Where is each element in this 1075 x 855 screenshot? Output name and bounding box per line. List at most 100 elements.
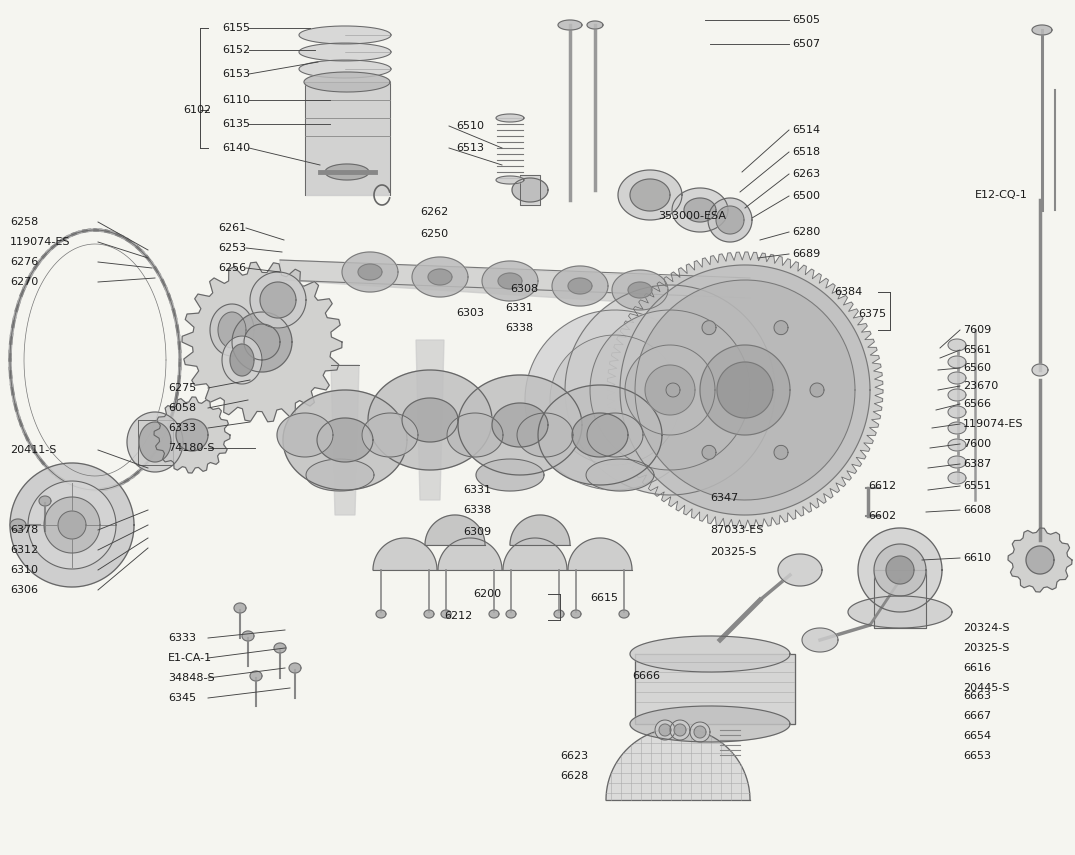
Polygon shape	[590, 310, 750, 470]
Polygon shape	[412, 257, 468, 297]
Text: 6375: 6375	[858, 309, 886, 319]
Text: 20411-S: 20411-S	[10, 445, 56, 455]
Text: 6310: 6310	[10, 565, 38, 575]
Text: 34848-S: 34848-S	[168, 673, 215, 683]
Polygon shape	[503, 538, 567, 570]
Text: 6058: 6058	[168, 403, 196, 413]
Text: 353000-ESA: 353000-ESA	[658, 211, 726, 221]
Polygon shape	[510, 515, 570, 545]
Text: 6256: 6256	[218, 263, 246, 273]
Polygon shape	[44, 497, 100, 553]
Text: 6262: 6262	[420, 207, 448, 217]
Polygon shape	[425, 515, 485, 545]
Polygon shape	[234, 603, 246, 613]
Polygon shape	[568, 278, 592, 294]
Polygon shape	[848, 596, 952, 628]
Polygon shape	[858, 528, 942, 612]
Polygon shape	[612, 270, 668, 310]
Polygon shape	[299, 60, 391, 78]
Polygon shape	[154, 397, 230, 473]
Polygon shape	[218, 312, 246, 348]
Text: 6507: 6507	[792, 39, 820, 49]
Polygon shape	[625, 345, 715, 435]
Polygon shape	[628, 282, 653, 298]
Text: 6689: 6689	[792, 249, 820, 259]
Polygon shape	[447, 413, 503, 457]
Text: 6628: 6628	[560, 771, 588, 781]
Text: 20445-S: 20445-S	[963, 683, 1009, 693]
Polygon shape	[568, 538, 632, 570]
Polygon shape	[274, 643, 286, 653]
Polygon shape	[619, 610, 629, 618]
Text: 7600: 7600	[963, 439, 991, 449]
Text: 6135: 6135	[223, 119, 250, 129]
Polygon shape	[230, 344, 254, 376]
Polygon shape	[1026, 546, 1054, 574]
Polygon shape	[774, 445, 788, 459]
Text: 7609: 7609	[963, 325, 991, 335]
Text: 6610: 6610	[963, 553, 991, 563]
Text: 6500: 6500	[792, 191, 820, 201]
Polygon shape	[358, 264, 382, 280]
Text: 6333: 6333	[168, 633, 196, 643]
Text: 6347: 6347	[710, 493, 739, 503]
Polygon shape	[304, 72, 390, 92]
Polygon shape	[289, 663, 301, 673]
Polygon shape	[520, 175, 540, 205]
Text: 119074-ES: 119074-ES	[10, 237, 71, 247]
Polygon shape	[244, 324, 280, 360]
Polygon shape	[684, 198, 716, 222]
Text: 6602: 6602	[868, 511, 897, 521]
Text: 6250: 6250	[420, 229, 448, 239]
Text: 87033-ES: 87033-ES	[710, 525, 763, 535]
Polygon shape	[373, 538, 438, 570]
Polygon shape	[376, 610, 386, 618]
Polygon shape	[690, 722, 710, 742]
Polygon shape	[620, 265, 870, 515]
Text: 6306: 6306	[10, 585, 38, 595]
Polygon shape	[280, 260, 750, 310]
Polygon shape	[424, 610, 434, 618]
Polygon shape	[250, 272, 306, 328]
Text: 6561: 6561	[963, 345, 991, 355]
Text: 6616: 6616	[963, 663, 991, 673]
Polygon shape	[512, 178, 548, 202]
Text: 6309: 6309	[463, 527, 491, 537]
Polygon shape	[802, 628, 839, 652]
Polygon shape	[127, 412, 183, 472]
Text: 6513: 6513	[456, 143, 484, 153]
Polygon shape	[700, 345, 790, 435]
Polygon shape	[948, 406, 966, 418]
Polygon shape	[630, 179, 670, 211]
Polygon shape	[362, 413, 418, 457]
Polygon shape	[874, 544, 926, 596]
Text: 6212: 6212	[444, 611, 472, 621]
Polygon shape	[948, 339, 966, 351]
Polygon shape	[778, 554, 822, 586]
Text: 6308: 6308	[510, 284, 539, 294]
Polygon shape	[10, 463, 134, 587]
Polygon shape	[28, 481, 116, 569]
Polygon shape	[572, 413, 628, 457]
Polygon shape	[1008, 528, 1072, 592]
Polygon shape	[232, 312, 292, 372]
Text: E1-CA-1: E1-CA-1	[168, 653, 212, 663]
Polygon shape	[948, 422, 966, 434]
Polygon shape	[517, 413, 573, 457]
Polygon shape	[587, 21, 603, 29]
Polygon shape	[416, 340, 444, 500]
Polygon shape	[886, 556, 914, 584]
Text: 6510: 6510	[456, 121, 484, 131]
Polygon shape	[586, 459, 654, 491]
Text: 6384: 6384	[834, 287, 862, 297]
Text: 20325-S: 20325-S	[963, 643, 1009, 653]
Text: 6663: 6663	[963, 691, 991, 701]
Polygon shape	[317, 418, 373, 462]
Text: 6345: 6345	[168, 693, 196, 703]
Polygon shape	[550, 335, 680, 465]
Polygon shape	[277, 413, 333, 457]
Polygon shape	[874, 570, 926, 628]
Polygon shape	[659, 724, 671, 736]
Text: 6653: 6653	[963, 751, 991, 761]
Text: 6608: 6608	[963, 505, 991, 515]
